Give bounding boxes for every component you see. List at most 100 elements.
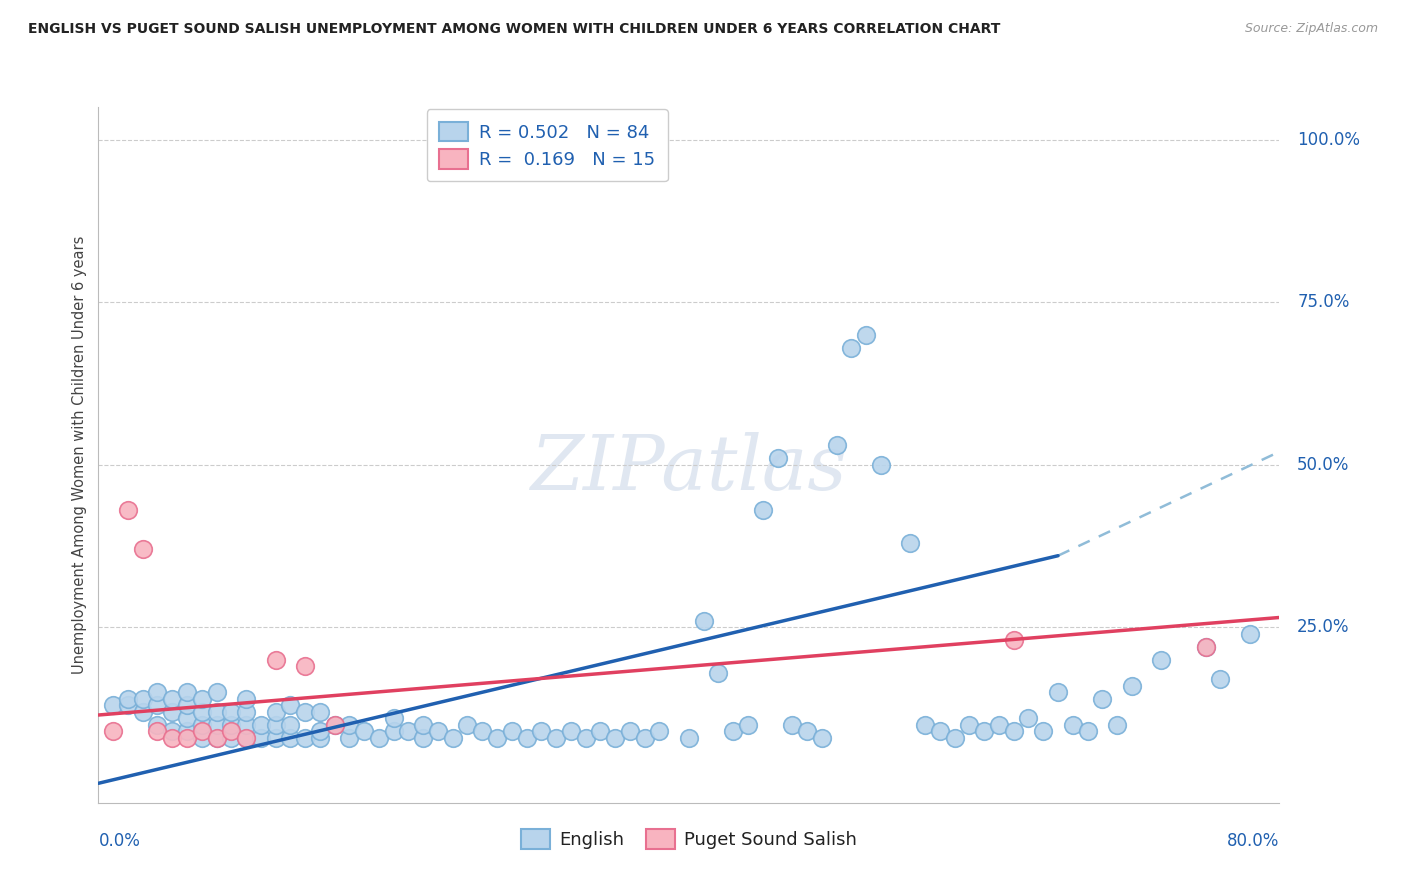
Point	[219, 705, 242, 719]
Point	[176, 724, 198, 739]
Point	[294, 705, 316, 719]
Point	[162, 731, 183, 745]
Point	[678, 731, 700, 745]
Point	[943, 731, 966, 745]
Point	[693, 614, 716, 628]
Point	[176, 685, 198, 699]
Point	[278, 718, 302, 732]
Point	[191, 724, 214, 739]
Text: 75.0%: 75.0%	[1298, 293, 1350, 311]
Point	[456, 718, 478, 732]
Point	[396, 724, 419, 739]
Point	[176, 698, 198, 713]
Point	[250, 718, 273, 732]
Point	[309, 724, 332, 739]
Point	[737, 718, 759, 732]
Point	[441, 731, 464, 745]
Point	[382, 724, 405, 739]
Point	[337, 731, 360, 745]
Point	[205, 685, 228, 699]
Point	[132, 705, 155, 719]
Point	[176, 711, 198, 725]
Point	[103, 724, 125, 739]
Point	[176, 731, 198, 745]
Point	[235, 691, 257, 706]
Point	[235, 705, 257, 719]
Text: 80.0%: 80.0%	[1227, 832, 1279, 850]
Point	[132, 691, 155, 706]
Point	[751, 503, 773, 517]
Point	[1209, 672, 1232, 686]
Point	[294, 731, 316, 745]
Point	[1017, 711, 1039, 725]
Point	[959, 718, 981, 732]
Point	[633, 731, 655, 745]
Point	[294, 659, 316, 673]
Point	[1195, 640, 1218, 654]
Point	[1150, 653, 1173, 667]
Point	[146, 718, 169, 732]
Point	[515, 731, 537, 745]
Point	[707, 665, 730, 680]
Text: ENGLISH VS PUGET SOUND SALISH UNEMPLOYMENT AMONG WOMEN WITH CHILDREN UNDER 6 YEA: ENGLISH VS PUGET SOUND SALISH UNEMPLOYME…	[28, 22, 1001, 37]
Point	[825, 438, 848, 452]
Point	[146, 698, 169, 713]
Point	[309, 705, 332, 719]
Text: 100.0%: 100.0%	[1298, 130, 1360, 149]
Point	[486, 731, 509, 745]
Y-axis label: Unemployment Among Women with Children Under 6 years: Unemployment Among Women with Children U…	[72, 235, 87, 674]
Point	[191, 718, 214, 732]
Point	[1091, 691, 1114, 706]
Point	[146, 724, 169, 739]
Point	[560, 724, 582, 739]
Point	[501, 724, 523, 739]
Point	[782, 718, 804, 732]
Point	[264, 731, 287, 745]
Point	[219, 731, 242, 745]
Point	[162, 705, 183, 719]
Point	[869, 458, 891, 472]
Point	[250, 731, 273, 745]
Point	[1002, 633, 1025, 648]
Point	[382, 711, 405, 725]
Point	[278, 731, 302, 745]
Point	[1077, 724, 1099, 739]
Point	[1105, 718, 1128, 732]
Point	[132, 542, 155, 557]
Point	[309, 731, 332, 745]
Point	[427, 724, 450, 739]
Point	[839, 341, 862, 355]
Point	[191, 691, 214, 706]
Point	[1046, 685, 1069, 699]
Point	[605, 731, 627, 745]
Point	[648, 724, 671, 739]
Point	[205, 731, 228, 745]
Point	[146, 685, 169, 699]
Point	[530, 724, 553, 739]
Point	[914, 718, 936, 732]
Point	[796, 724, 818, 739]
Point	[900, 535, 922, 549]
Point	[1121, 679, 1143, 693]
Point	[235, 731, 257, 745]
Point	[235, 731, 257, 745]
Point	[264, 705, 287, 719]
Point	[205, 731, 228, 745]
Point	[191, 705, 214, 719]
Point	[1032, 724, 1054, 739]
Point	[1002, 724, 1025, 739]
Point	[987, 718, 1010, 732]
Point	[471, 724, 494, 739]
Text: 50.0%: 50.0%	[1298, 456, 1350, 474]
Point	[1062, 718, 1084, 732]
Point	[117, 698, 139, 713]
Point	[219, 724, 242, 739]
Point	[205, 705, 228, 719]
Point	[264, 653, 287, 667]
Point	[368, 731, 391, 745]
Point	[323, 718, 346, 732]
Legend: English, Puget Sound Salish: English, Puget Sound Salish	[515, 822, 863, 856]
Point	[323, 718, 346, 732]
Text: ZIPatlas: ZIPatlas	[530, 432, 848, 506]
Text: Source: ZipAtlas.com: Source: ZipAtlas.com	[1244, 22, 1378, 36]
